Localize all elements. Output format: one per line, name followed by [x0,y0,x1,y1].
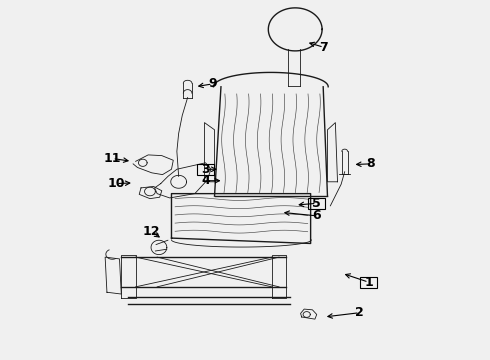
Text: 11: 11 [103,152,121,165]
Text: 9: 9 [208,77,217,90]
Text: 12: 12 [143,225,161,238]
Text: 5: 5 [312,197,321,210]
Bar [308,198,325,209]
Text: 2: 2 [355,306,364,319]
Bar [360,277,377,288]
Text: 4: 4 [201,174,210,187]
Bar [197,164,214,175]
Text: 10: 10 [107,177,124,190]
Text: 7: 7 [319,41,328,54]
Text: 6: 6 [313,210,321,222]
Text: 3: 3 [201,163,210,176]
Text: 8: 8 [366,157,375,170]
Text: 1: 1 [365,276,373,289]
